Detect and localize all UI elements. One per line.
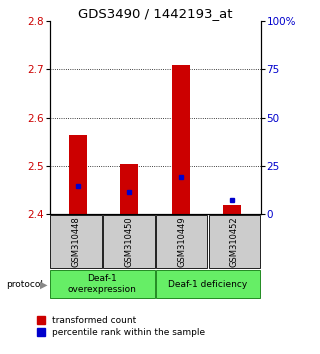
Bar [172,65,190,214]
Text: GSM310450: GSM310450 [124,216,133,267]
Bar [69,135,87,214]
Text: protocol: protocol [6,280,44,290]
Text: ▶: ▶ [40,280,47,290]
Text: GSM310452: GSM310452 [230,216,239,267]
Bar [120,164,139,214]
Title: GDS3490 / 1442193_at: GDS3490 / 1442193_at [78,7,232,20]
Text: Deaf-1 deficiency: Deaf-1 deficiency [168,280,248,289]
Text: GSM310449: GSM310449 [177,216,186,267]
Legend: transformed count, percentile rank within the sample: transformed count, percentile rank withi… [36,316,205,337]
Text: Deaf-1
overexpression: Deaf-1 overexpression [68,274,137,294]
Bar [209,215,260,268]
Bar [223,205,242,214]
Bar [50,270,155,298]
Bar [156,270,260,298]
Text: GSM310448: GSM310448 [71,216,81,267]
Bar [50,215,102,268]
Bar [103,215,155,268]
Bar [156,215,207,268]
